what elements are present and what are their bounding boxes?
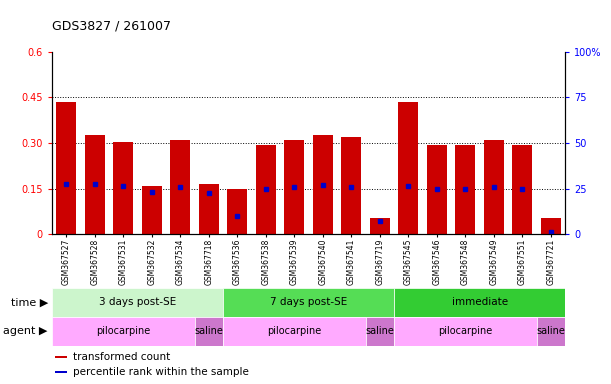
Bar — [536, 317, 565, 346]
Text: time ▶: time ▶ — [10, 297, 48, 308]
Bar — [484, 140, 504, 234]
Text: transformed count: transformed count — [73, 352, 170, 362]
Bar — [85, 136, 104, 234]
Bar — [541, 217, 561, 234]
Text: saline: saline — [365, 326, 394, 336]
Bar — [342, 137, 361, 234]
Bar — [142, 185, 162, 234]
Bar — [52, 288, 223, 317]
Bar — [223, 317, 365, 346]
Bar — [227, 189, 247, 234]
Bar — [365, 317, 394, 346]
Text: pilocarpine: pilocarpine — [96, 326, 150, 336]
Text: immediate: immediate — [452, 297, 508, 308]
Bar — [455, 144, 475, 234]
Bar — [194, 317, 223, 346]
Bar — [54, 356, 67, 358]
Bar — [398, 102, 419, 234]
Bar — [256, 144, 276, 234]
Text: 3 days post-SE: 3 days post-SE — [99, 297, 176, 308]
Text: pilocarpine: pilocarpine — [438, 326, 492, 336]
Bar — [199, 184, 219, 234]
Bar — [223, 288, 394, 317]
Bar — [394, 317, 536, 346]
Bar — [113, 142, 133, 234]
Bar — [370, 217, 390, 234]
Bar — [52, 317, 194, 346]
Bar — [56, 102, 76, 234]
Text: percentile rank within the sample: percentile rank within the sample — [73, 367, 249, 377]
Bar — [427, 144, 447, 234]
Text: pilocarpine: pilocarpine — [267, 326, 321, 336]
Text: saline: saline — [194, 326, 223, 336]
Text: 7 days post-SE: 7 days post-SE — [270, 297, 347, 308]
Text: saline: saline — [536, 326, 565, 336]
Bar — [284, 140, 304, 234]
Text: agent ▶: agent ▶ — [4, 326, 48, 336]
Text: GDS3827 / 261007: GDS3827 / 261007 — [52, 20, 171, 33]
Bar — [394, 288, 565, 317]
Bar — [513, 144, 532, 234]
Bar — [313, 136, 333, 234]
Bar — [54, 371, 67, 373]
Bar — [170, 140, 190, 234]
